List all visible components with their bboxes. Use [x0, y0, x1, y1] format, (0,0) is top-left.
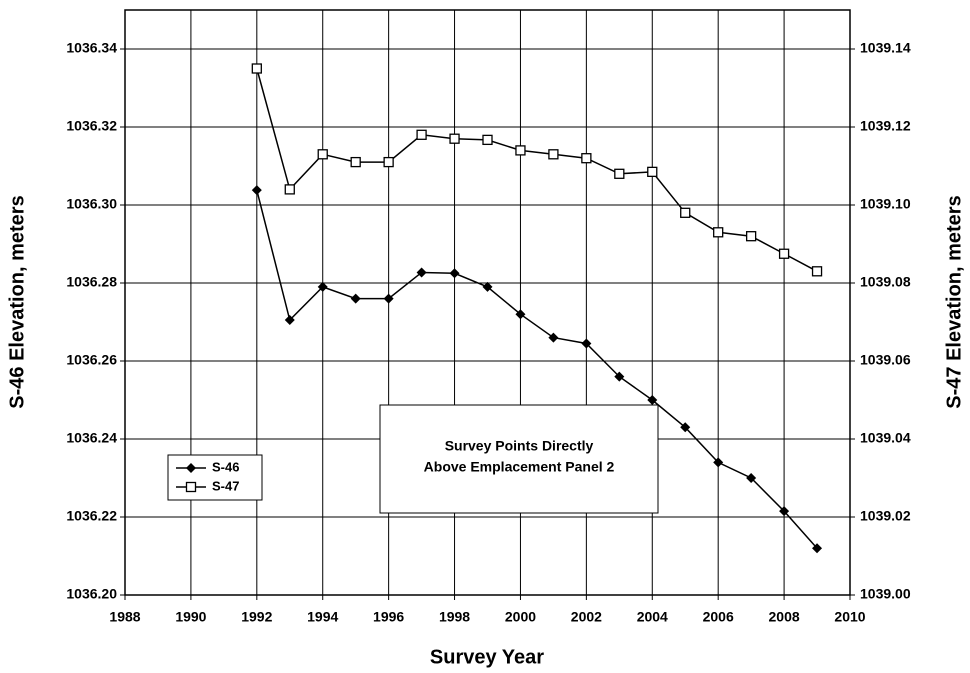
marker	[416, 267, 427, 278]
marker	[647, 395, 658, 405]
y-tick-label: 1036.20	[66, 586, 117, 602]
y-tick-label: 1036.32	[66, 118, 117, 134]
x-tick-label: 1988	[109, 609, 140, 625]
marker	[383, 156, 394, 168]
marker	[581, 153, 592, 164]
x-tick-label: 1994	[307, 609, 338, 625]
y2-tick-label: 1039.14	[860, 40, 911, 56]
marker	[185, 481, 197, 493]
marker	[350, 156, 361, 168]
marker	[614, 371, 625, 382]
y2-axis-label: S-47 Elevation, meters	[943, 195, 965, 408]
marker	[515, 309, 526, 320]
marker	[416, 129, 427, 140]
marker	[317, 149, 328, 160]
marker	[449, 133, 460, 144]
marker	[713, 457, 724, 468]
x-tick-label: 2008	[769, 609, 800, 625]
marker	[449, 268, 460, 279]
x-tick-label: 2002	[571, 609, 602, 625]
marker	[778, 248, 790, 259]
marker	[614, 168, 625, 179]
y-tick-label: 1036.28	[66, 274, 117, 290]
y2-tick-label: 1039.02	[860, 508, 911, 524]
marker	[482, 281, 493, 292]
x-axis-label: Survey Year	[430, 646, 544, 668]
y-tick-label: 1036.24	[66, 430, 117, 446]
legend-label: S-47	[212, 478, 239, 493]
y-tick-label: 1036.30	[66, 196, 117, 212]
y2-tick-label: 1039.04	[860, 430, 911, 446]
y-tick-label: 1036.22	[66, 508, 117, 524]
marker	[251, 185, 262, 196]
y2-tick-label: 1039.10	[860, 196, 911, 212]
marker	[515, 145, 526, 156]
annotation: Above Emplacement Panel 2	[424, 459, 615, 475]
marker	[284, 315, 295, 326]
annotation-box	[379, 404, 659, 514]
legend-box	[167, 454, 263, 501]
x-tick-label: 2004	[637, 609, 668, 625]
y-axis-label: S-46 Elevation, meters	[6, 195, 28, 408]
x-tick-label: 2010	[834, 609, 865, 625]
marker	[548, 149, 559, 160]
marker	[317, 281, 328, 292]
x-tick-label: 1990	[175, 609, 206, 625]
annotation: Survey Points Directly	[445, 438, 594, 454]
y-tick-label: 1036.26	[66, 352, 117, 368]
plot-frame	[124, 9, 851, 596]
marker	[251, 63, 262, 74]
series-line	[256, 189, 818, 549]
legend-label: S-46	[212, 459, 239, 474]
x-tick-label: 2000	[505, 609, 536, 625]
y-tick-label: 1036.34	[66, 40, 117, 56]
marker	[779, 506, 790, 517]
marker	[383, 293, 394, 304]
y2-tick-label: 1039.12	[860, 118, 911, 134]
marker	[647, 166, 658, 178]
marker	[548, 332, 559, 343]
y2-tick-label: 1039.08	[860, 274, 911, 290]
marker	[811, 266, 823, 277]
marker	[713, 227, 724, 238]
x-tick-label: 1996	[373, 609, 404, 625]
marker	[680, 422, 691, 433]
marker	[350, 293, 361, 304]
series-line	[256, 68, 818, 272]
y2-tick-label: 1039.06	[860, 352, 911, 368]
marker	[186, 463, 196, 473]
marker	[812, 543, 823, 554]
marker	[284, 184, 295, 195]
marker	[745, 231, 757, 242]
marker	[482, 134, 493, 146]
marker	[581, 338, 592, 349]
y2-tick-label: 1039.00	[860, 586, 911, 602]
x-tick-label: 2006	[703, 609, 734, 625]
x-tick-label: 1998	[439, 609, 470, 625]
x-tick-label: 1992	[241, 609, 272, 625]
marker	[680, 207, 691, 218]
marker	[746, 473, 757, 483]
